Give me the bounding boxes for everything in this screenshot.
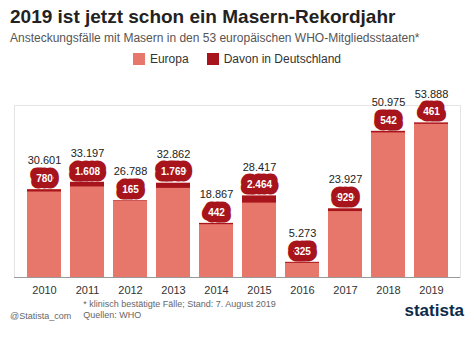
svg-text:461: 461 xyxy=(423,106,440,117)
svg-text:2017: 2017 xyxy=(333,284,357,296)
html-text:Ansteckungsfälle mit Masern in: Ansteckungsfälle mit Masern in den 53 eu… xyxy=(10,31,420,45)
svg-text:5.273: 5.273 xyxy=(289,227,317,239)
svg-text:165: 165 xyxy=(122,184,139,195)
svg-text:28.417: 28.417 xyxy=(243,161,277,173)
svg-text:30.601: 30.601 xyxy=(28,154,62,166)
svg-text:2014: 2014 xyxy=(204,284,228,296)
svg-text:23.927: 23.927 xyxy=(329,173,363,185)
svg-text:2012: 2012 xyxy=(118,284,142,296)
svg-text:53.888: 53.888 xyxy=(415,88,449,100)
svg-text:2011: 2011 xyxy=(76,284,100,296)
html-text:Quellen: WHO: Quellen: WHO xyxy=(83,310,142,320)
svg-text:18.867: 18.867 xyxy=(200,188,234,200)
svg-text:325: 325 xyxy=(294,246,311,257)
svg-text:32.862: 32.862 xyxy=(157,148,191,160)
html-text:2019 ist jetzt schon ein Maser: 2019 ist jetzt schon ein Masern-Rekordja… xyxy=(10,6,396,27)
svg-text:780: 780 xyxy=(36,173,53,184)
svg-text:1.608: 1.608 xyxy=(75,166,100,177)
html-text:statista: statista xyxy=(404,301,464,320)
svg-text:2015: 2015 xyxy=(247,284,271,296)
svg-text:26.788: 26.788 xyxy=(114,165,148,177)
html-text:* klinisch bestätigte Fälle; S: * klinisch bestätigte Fälle; Stand: 7. A… xyxy=(83,299,276,309)
svg-text:2.464: 2.464 xyxy=(247,179,272,190)
html-text:Europa: Europa xyxy=(149,52,189,66)
html-text:Davon in Deutschland: Davon in Deutschland xyxy=(223,52,341,66)
html-text:@Statista_com: @Statista_com xyxy=(10,311,72,321)
svg-text:50.975: 50.975 xyxy=(372,96,406,108)
svg-text:929: 929 xyxy=(337,192,354,203)
svg-text:2016: 2016 xyxy=(290,284,314,296)
svg-text:2018: 2018 xyxy=(376,284,400,296)
svg-text:33.197: 33.197 xyxy=(71,147,105,159)
svg-text:542: 542 xyxy=(380,115,397,126)
svg-text:2019: 2019 xyxy=(419,284,443,296)
svg-text:2013: 2013 xyxy=(161,284,185,296)
svg-text:442: 442 xyxy=(208,207,225,218)
svg-text:2010: 2010 xyxy=(32,284,56,296)
svg-text:1.769: 1.769 xyxy=(161,166,186,177)
